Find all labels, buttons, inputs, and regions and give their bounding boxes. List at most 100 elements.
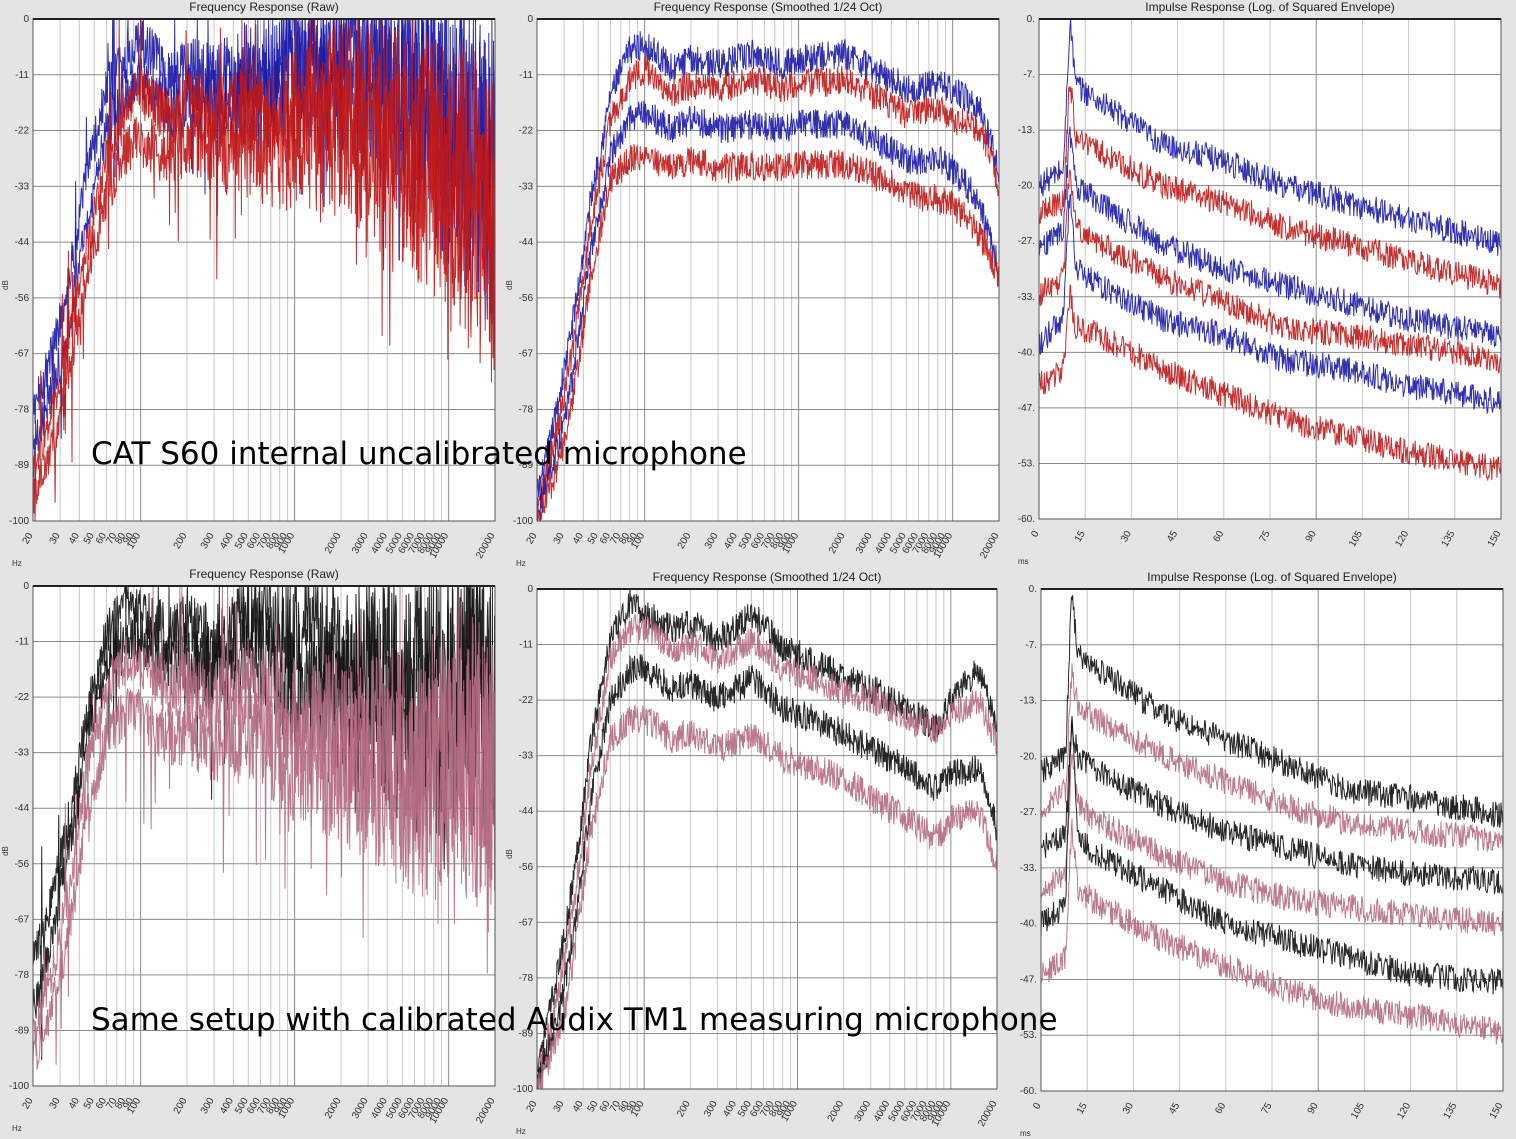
x-tick-label: 300 bbox=[199, 531, 217, 551]
x-tick-label: 80 bbox=[113, 531, 128, 547]
chart-title: Frequency Response (Smoothed 1/24 Oct) bbox=[653, 570, 882, 584]
x-tick-label: 90 bbox=[625, 1099, 640, 1115]
y-tick-label: -60. bbox=[1020, 1086, 1037, 1097]
y-tick-label: -27. bbox=[1018, 236, 1035, 247]
x-tick-label: 300 bbox=[199, 1096, 217, 1116]
x-tick-label: 70 bbox=[104, 1096, 119, 1112]
x-tick-label: 50 bbox=[82, 531, 97, 547]
chart-title: Frequency Response (Raw) bbox=[189, 0, 338, 14]
x-axis-label: Hz bbox=[12, 559, 22, 568]
x-tick-label: 20000 bbox=[976, 1099, 1000, 1129]
caption-top: CAT S60 internal uncalibrated microphone bbox=[91, 436, 747, 472]
x-tick-label: 200 bbox=[172, 531, 190, 551]
series-line bbox=[1038, 18, 1502, 256]
y-tick-label: -11 bbox=[15, 70, 29, 81]
x-tick-label: 2000 bbox=[323, 531, 344, 556]
series-line bbox=[1038, 284, 1502, 482]
y-tick-label: -53. bbox=[1018, 458, 1035, 469]
x-tick-label: 60 bbox=[94, 1096, 109, 1112]
y-tick-label: -89 bbox=[15, 460, 30, 471]
y-axis-label: dB bbox=[1, 280, 10, 290]
y-axis-label: dB bbox=[505, 280, 514, 290]
y-tick-label: -89 bbox=[519, 460, 534, 471]
x-tick-label: 200 bbox=[172, 1096, 190, 1116]
y-tick-label: -47. bbox=[1018, 403, 1035, 414]
y-tick-label: -89 bbox=[519, 1028, 534, 1039]
y-tick-label: -44 bbox=[15, 803, 30, 814]
x-tick-label: 135 bbox=[1440, 529, 1458, 549]
x-tick-label: 75 bbox=[1258, 529, 1273, 545]
y-tick-label: -11 bbox=[15, 637, 29, 648]
series-line bbox=[32, 18, 496, 522]
series-line bbox=[537, 100, 1000, 522]
x-tick-label: 15 bbox=[1073, 529, 1088, 545]
x-tick-label: 60 bbox=[1211, 529, 1226, 545]
series-line bbox=[1038, 86, 1502, 299]
x-tick-label: 50 bbox=[586, 531, 601, 547]
series-line bbox=[536, 704, 998, 1090]
x-tick-label: 30 bbox=[552, 531, 567, 547]
y-tick-label: 0. bbox=[1027, 14, 1035, 25]
series-line bbox=[1040, 663, 1504, 852]
x-tick-label: 60 bbox=[1213, 1101, 1228, 1117]
y-tick-label: -89 bbox=[15, 1025, 30, 1036]
y-tick-label: -33 bbox=[15, 748, 30, 759]
x-tick-label: 3000 bbox=[350, 1096, 371, 1121]
y-tick-label: 0. bbox=[1029, 584, 1037, 595]
x-axis-label: ms bbox=[1020, 1129, 1031, 1138]
y-tick-label: -22 bbox=[519, 695, 534, 706]
x-tick-label: 45 bbox=[1165, 529, 1180, 545]
x-tick-label: 200 bbox=[675, 1099, 693, 1119]
x-tick-label: 0 bbox=[1031, 1101, 1044, 1112]
x-tick-label: 120 bbox=[1395, 1101, 1413, 1121]
x-tick-label: 50 bbox=[586, 1099, 601, 1115]
x-tick-label: 90 bbox=[625, 531, 640, 547]
x-tick-label: 20 bbox=[525, 1099, 540, 1115]
x-tick-label: 80 bbox=[113, 1096, 128, 1112]
y-tick-label: -44 bbox=[519, 806, 534, 817]
x-tick-label: 70 bbox=[104, 531, 119, 547]
y-axis-label: dB bbox=[505, 849, 514, 859]
x-axis-label: ms bbox=[1018, 557, 1029, 566]
y-tick-label: -56 bbox=[519, 862, 534, 873]
x-tick-label: 300 bbox=[702, 1099, 720, 1119]
x-tick-label: 30 bbox=[48, 531, 63, 547]
y-tick-label: -67 bbox=[519, 349, 534, 360]
x-tick-label: 400 bbox=[722, 531, 740, 551]
series-line bbox=[1040, 718, 1504, 995]
series-line bbox=[32, 585, 496, 1046]
y-tick-label: -33. bbox=[1020, 863, 1037, 874]
series-line bbox=[536, 144, 1000, 522]
x-tick-label: 45 bbox=[1167, 1101, 1182, 1117]
x-tick-label: 40 bbox=[67, 1096, 82, 1112]
y-tick-label: -56 bbox=[519, 293, 534, 304]
series-line bbox=[1040, 818, 1504, 1045]
x-tick-label: 60 bbox=[94, 531, 109, 547]
y-tick-label: -33. bbox=[1018, 292, 1035, 303]
x-tick-label: 135 bbox=[1442, 1101, 1460, 1121]
x-tick-label: 20000 bbox=[474, 531, 498, 561]
x-tick-label: 60 bbox=[598, 1099, 613, 1115]
y-tick-label: -67 bbox=[15, 914, 30, 925]
y-tick-label: 0 bbox=[527, 14, 533, 25]
y-tick-label: -78 bbox=[519, 973, 534, 984]
x-tick-label: 3000 bbox=[350, 531, 371, 556]
y-tick-label: -100 bbox=[9, 1081, 29, 1092]
y-tick-label: -20. bbox=[1020, 751, 1037, 762]
x-tick-label: 105 bbox=[1347, 529, 1365, 549]
x-axis-label: Hz bbox=[516, 1127, 526, 1136]
x-tick-label: 75 bbox=[1260, 1101, 1275, 1117]
series-line bbox=[1038, 169, 1502, 374]
x-tick-label: 20 bbox=[21, 531, 36, 547]
y-tick-label: -33 bbox=[519, 181, 534, 192]
y-tick-label: -100 bbox=[513, 1084, 533, 1095]
x-tick-label: 200 bbox=[676, 531, 694, 551]
series-line bbox=[1038, 193, 1502, 415]
x-tick-label: 300 bbox=[703, 531, 721, 551]
y-tick-label: -47. bbox=[1020, 974, 1037, 985]
x-tick-label: 0 bbox=[1029, 529, 1042, 540]
x-tick-label: 90 bbox=[121, 1096, 136, 1112]
y-tick-label: 0 bbox=[23, 14, 29, 25]
